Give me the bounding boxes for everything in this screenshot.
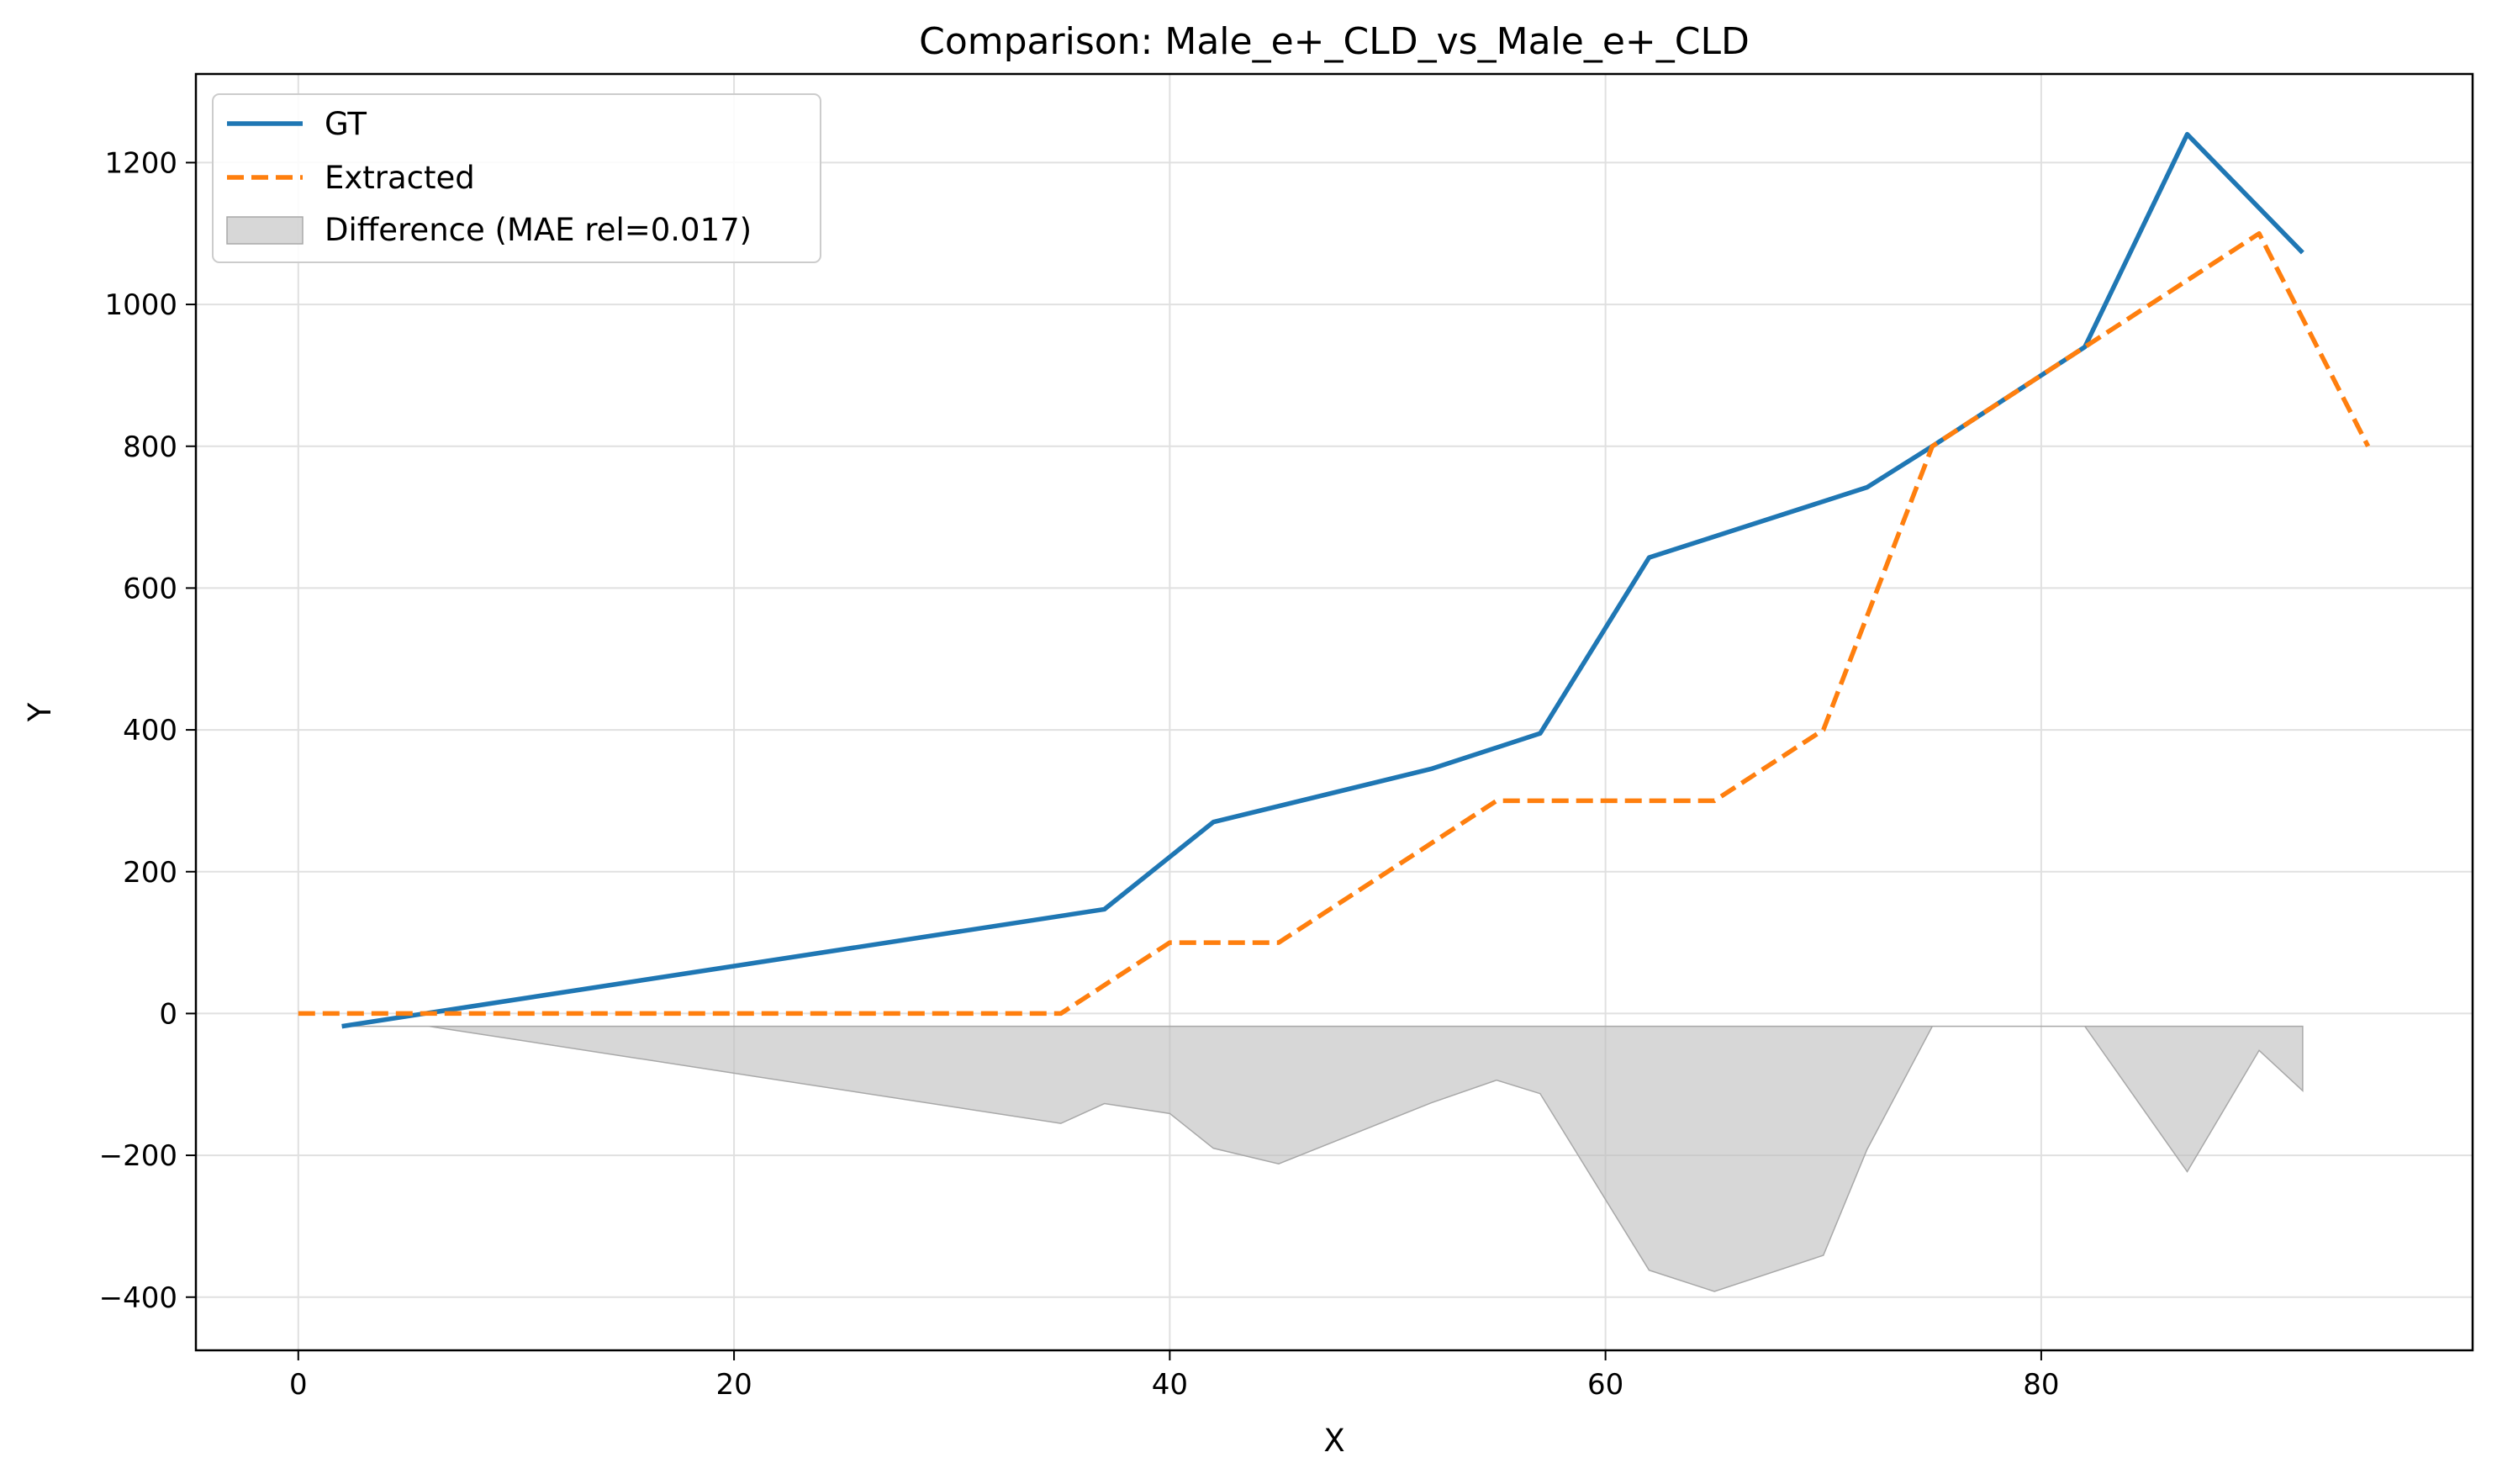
x-axis-label: X	[1323, 1423, 1344, 1459]
legend-gt-label: GT	[325, 106, 367, 142]
y-tick-label: 1000	[104, 288, 177, 322]
y-axis-label: Y	[22, 702, 58, 722]
legend-difference-label: Difference (MAE rel=0.017)	[325, 212, 752, 248]
legend: GT Extracted Difference (MAE rel=0.017)	[212, 93, 821, 263]
y-tick-label: 1200	[104, 146, 177, 180]
extracted-line	[298, 231, 2371, 1017]
y-tick-label: 0	[159, 997, 177, 1031]
y-tick-label: 800	[123, 430, 177, 464]
x-tick-label: 0	[289, 1368, 308, 1402]
gt-line	[341, 131, 2304, 1029]
plot-frame	[194, 72, 2474, 1352]
x-tick-label: 40	[1152, 1368, 1188, 1402]
series-lines	[298, 131, 2371, 1029]
y-tick-label: −400	[99, 1281, 177, 1315]
difference-area-fill	[341, 1025, 2304, 1292]
legend-difference-swatch	[226, 216, 304, 245]
legend-extracted-label: Extracted	[325, 160, 475, 196]
y-tick-label: 400	[123, 714, 177, 747]
x-axis-ticks: 0 20 40 60 80	[289, 1350, 2060, 1402]
y-tick-label: −200	[99, 1139, 177, 1173]
x-tick-label: 60	[1587, 1368, 1623, 1402]
y-tick-label: 200	[123, 856, 177, 890]
x-tick-label: 80	[2023, 1368, 2059, 1402]
chart-title: Comparison: Male_e+_CLD_vs_Male_e+_CLD	[919, 20, 1750, 63]
y-tick-label: 600	[123, 572, 177, 605]
legend-box	[212, 93, 821, 263]
difference-area	[341, 1025, 2304, 1292]
y-axis-ticks: −400 −200 0 200 400 600 800 1000 1200	[99, 146, 196, 1315]
x-tick-label: 20	[715, 1368, 752, 1402]
